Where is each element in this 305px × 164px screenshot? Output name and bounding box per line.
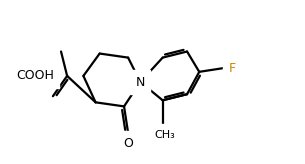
Text: CH₃: CH₃ <box>154 130 175 140</box>
Text: COOH: COOH <box>16 69 54 82</box>
Text: F: F <box>229 62 236 75</box>
Text: O: O <box>123 137 133 150</box>
Text: N: N <box>136 75 145 89</box>
